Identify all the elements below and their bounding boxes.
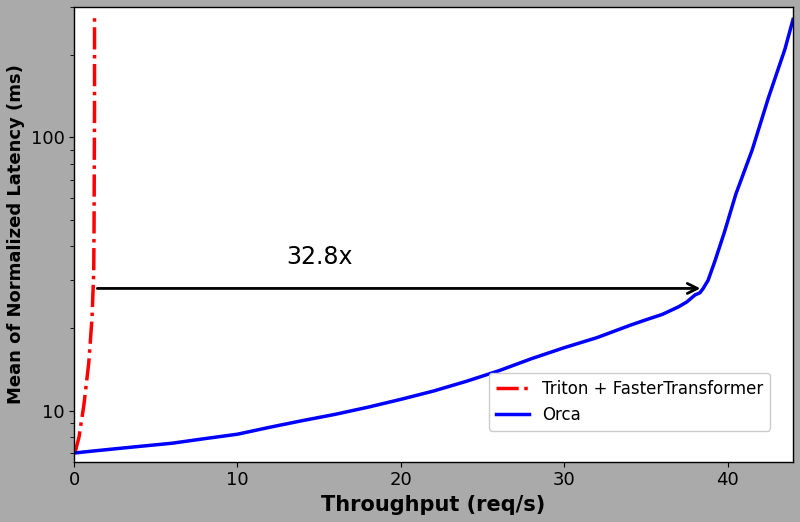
Orca	[698, 286, 708, 292]
Triton + FasterTransformer	[79, 402, 89, 408]
Orca	[710, 259, 719, 265]
Triton + FasterTransformer	[89, 269, 98, 276]
Triton + FasterTransformer	[70, 450, 80, 456]
Text: 32.8x: 32.8x	[286, 245, 353, 269]
Triton + FasterTransformer	[84, 359, 94, 365]
Orca	[682, 299, 692, 305]
Triton + FasterTransformer	[90, 26, 99, 32]
Orca	[102, 446, 111, 453]
Triton + FasterTransformer	[90, 147, 99, 153]
Orca	[690, 292, 700, 298]
Orca	[747, 147, 757, 153]
Orca	[396, 396, 406, 402]
Triton + FasterTransformer	[87, 314, 97, 320]
Orca	[720, 229, 730, 235]
Orca	[788, 16, 798, 22]
Orca	[330, 411, 340, 418]
Legend: Triton + FasterTransformer, Orca: Triton + FasterTransformer, Orca	[489, 373, 770, 431]
Triton + FasterTransformer	[90, 103, 99, 109]
Orca	[363, 404, 373, 410]
Orca	[641, 317, 650, 323]
Orca	[200, 435, 210, 442]
Orca	[592, 335, 602, 341]
Orca	[233, 431, 242, 437]
Y-axis label: Mean of Normalized Latency (ms): Mean of Normalized Latency (ms)	[7, 64, 25, 405]
Line: Triton + FasterTransformer: Triton + FasterTransformer	[75, 15, 94, 453]
Orca	[266, 424, 275, 430]
Orca	[625, 322, 634, 328]
Orca	[167, 440, 177, 446]
Triton + FasterTransformer	[90, 71, 99, 77]
Orca	[674, 304, 683, 310]
Triton + FasterTransformer	[74, 434, 84, 440]
Triton + FasterTransformer	[90, 185, 99, 192]
Orca	[86, 448, 95, 455]
Line: Orca: Orca	[75, 19, 793, 453]
Orca	[462, 378, 471, 385]
Orca	[731, 191, 741, 197]
Orca	[298, 418, 308, 424]
Orca	[494, 367, 504, 374]
Orca	[658, 311, 667, 317]
Orca	[764, 94, 774, 101]
Orca	[703, 277, 713, 283]
Orca	[527, 355, 537, 362]
Triton + FasterTransformer	[90, 46, 99, 52]
Orca	[780, 46, 790, 52]
Orca	[70, 450, 80, 456]
Orca	[134, 443, 144, 449]
Orca	[695, 290, 705, 296]
X-axis label: Throughput (req/s): Throughput (req/s)	[322, 495, 546, 515]
Triton + FasterTransformer	[90, 12, 99, 18]
Orca	[559, 345, 569, 351]
Orca	[429, 388, 438, 394]
Triton + FasterTransformer	[90, 229, 99, 235]
Orca	[78, 449, 87, 455]
